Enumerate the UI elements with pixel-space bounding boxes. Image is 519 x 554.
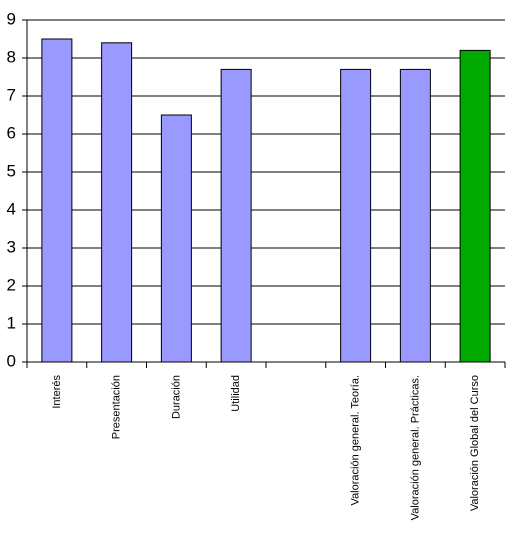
y-tick-label: 0 (7, 351, 16, 370)
y-tick-label: 1 (7, 313, 16, 332)
x-tick-label: Valoración general. Prácticas. (409, 375, 421, 520)
bar (41, 38, 73, 363)
bar (459, 49, 491, 363)
x-tick-label: Utilidad (230, 375, 242, 412)
y-tick-label: 8 (7, 47, 16, 66)
y-tick-label: 9 (7, 9, 16, 28)
y-tick-label: 4 (7, 199, 16, 218)
y-tick-label: 5 (7, 161, 16, 180)
bar (340, 68, 372, 363)
x-tick-label: Presentación (111, 375, 123, 439)
x-tick-label: Interés (51, 375, 63, 409)
y-tick-label: 7 (7, 85, 16, 104)
bar (101, 42, 133, 363)
y-tick-label: 2 (7, 275, 16, 294)
bar (220, 68, 252, 363)
y-tick-label: 6 (7, 123, 16, 142)
bar (399, 68, 431, 363)
bar (160, 114, 192, 363)
x-tick-label: Duración (170, 375, 182, 419)
x-tick-label: Valoración Global del Curso (469, 375, 481, 511)
x-tick-label: Valoración general. Teoría. (350, 375, 362, 505)
y-tick-label: 3 (7, 237, 16, 256)
